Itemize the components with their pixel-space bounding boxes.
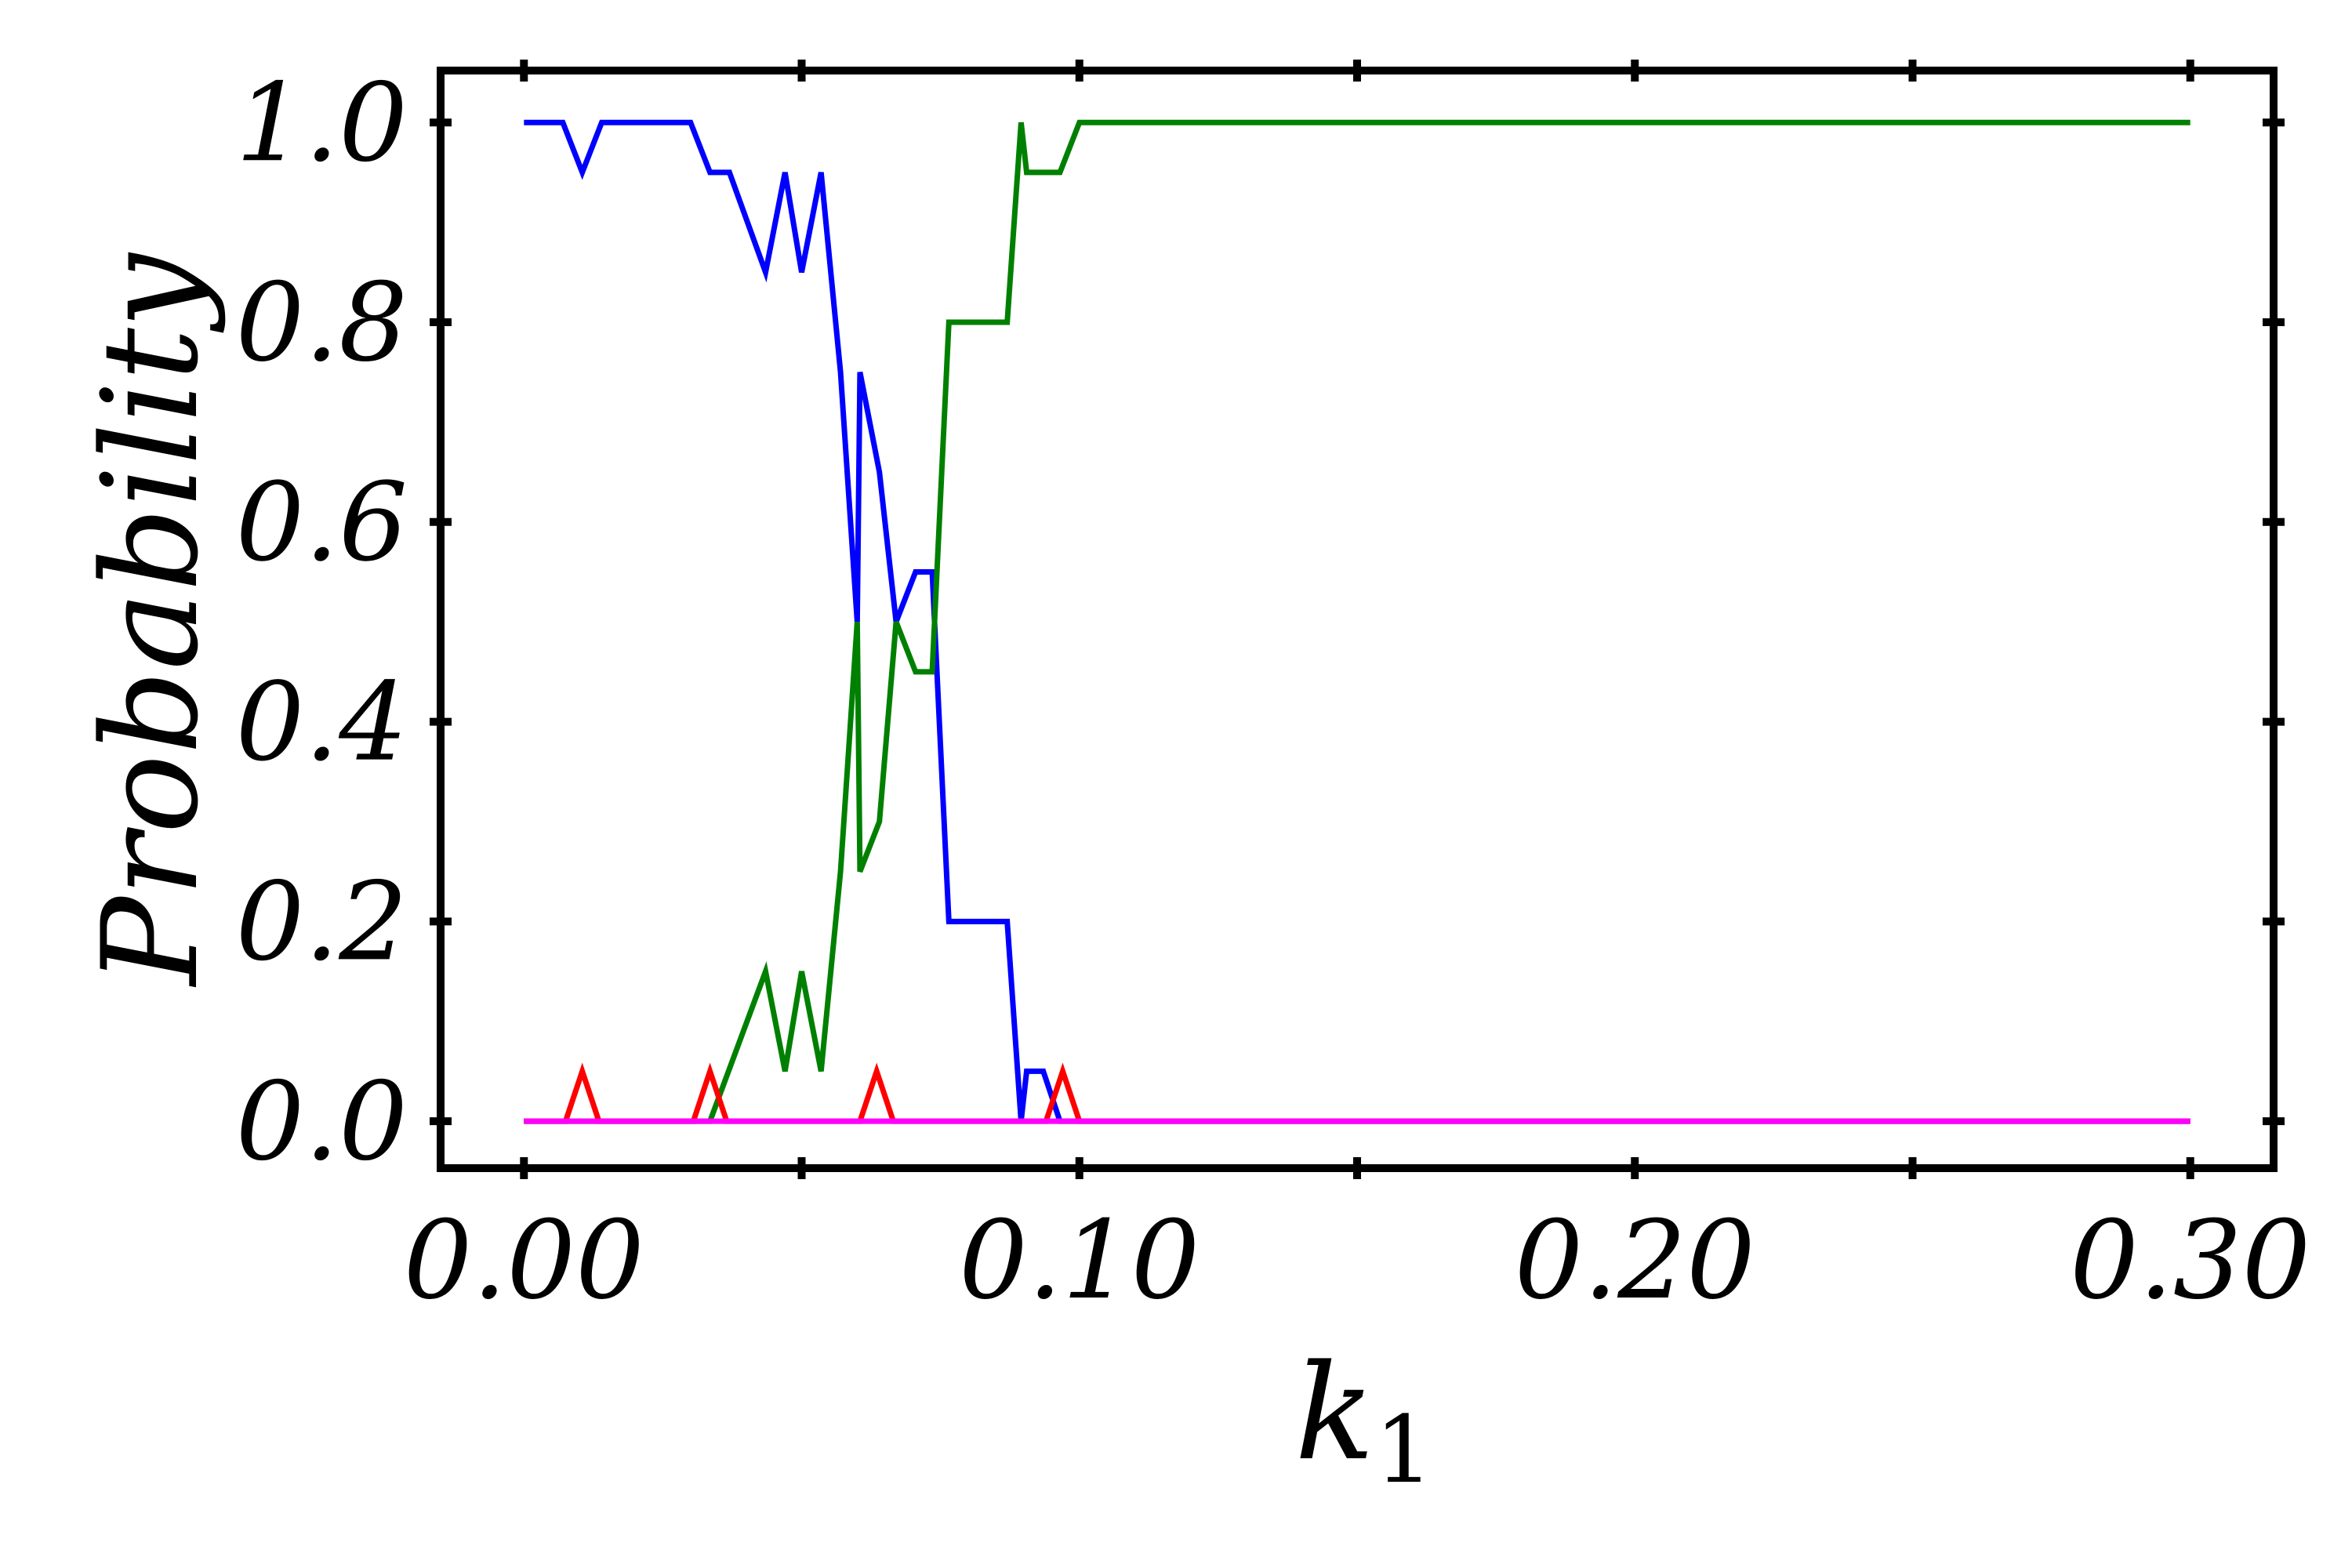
y-tick-label: 0.0 bbox=[236, 1058, 408, 1185]
x-tick-label: 0.20 bbox=[1515, 1197, 1755, 1323]
x-tick-label: 0.30 bbox=[2070, 1197, 2310, 1323]
label-layer: 0.00 0.10 0.20 0.30 0.0 0.2 0.4 0.6 0.8 1.0 bbox=[236, 60, 2311, 1323]
x-tick-label: 0.10 bbox=[959, 1197, 1200, 1323]
y-tick-label: 0.4 bbox=[236, 659, 408, 786]
x-axis-title-subscript: 1 bbox=[1374, 1396, 1433, 1504]
x-axis-title-main: k bbox=[1295, 1336, 1375, 1490]
plot-frame bbox=[437, 67, 2278, 1172]
y-axis-title: Probability bbox=[74, 252, 227, 987]
x-axis-title: k1 bbox=[1295, 1336, 1434, 1504]
y-tick-label: 1.0 bbox=[236, 60, 408, 186]
y-tick-label: 0.6 bbox=[236, 459, 408, 586]
series-line-2 bbox=[524, 119, 2190, 1124]
series-layer bbox=[524, 119, 2190, 1124]
y-tick-label: 0.8 bbox=[236, 260, 408, 386]
y-tick-label: 0.2 bbox=[236, 858, 408, 985]
x-tick-label: 0.00 bbox=[404, 1197, 644, 1323]
